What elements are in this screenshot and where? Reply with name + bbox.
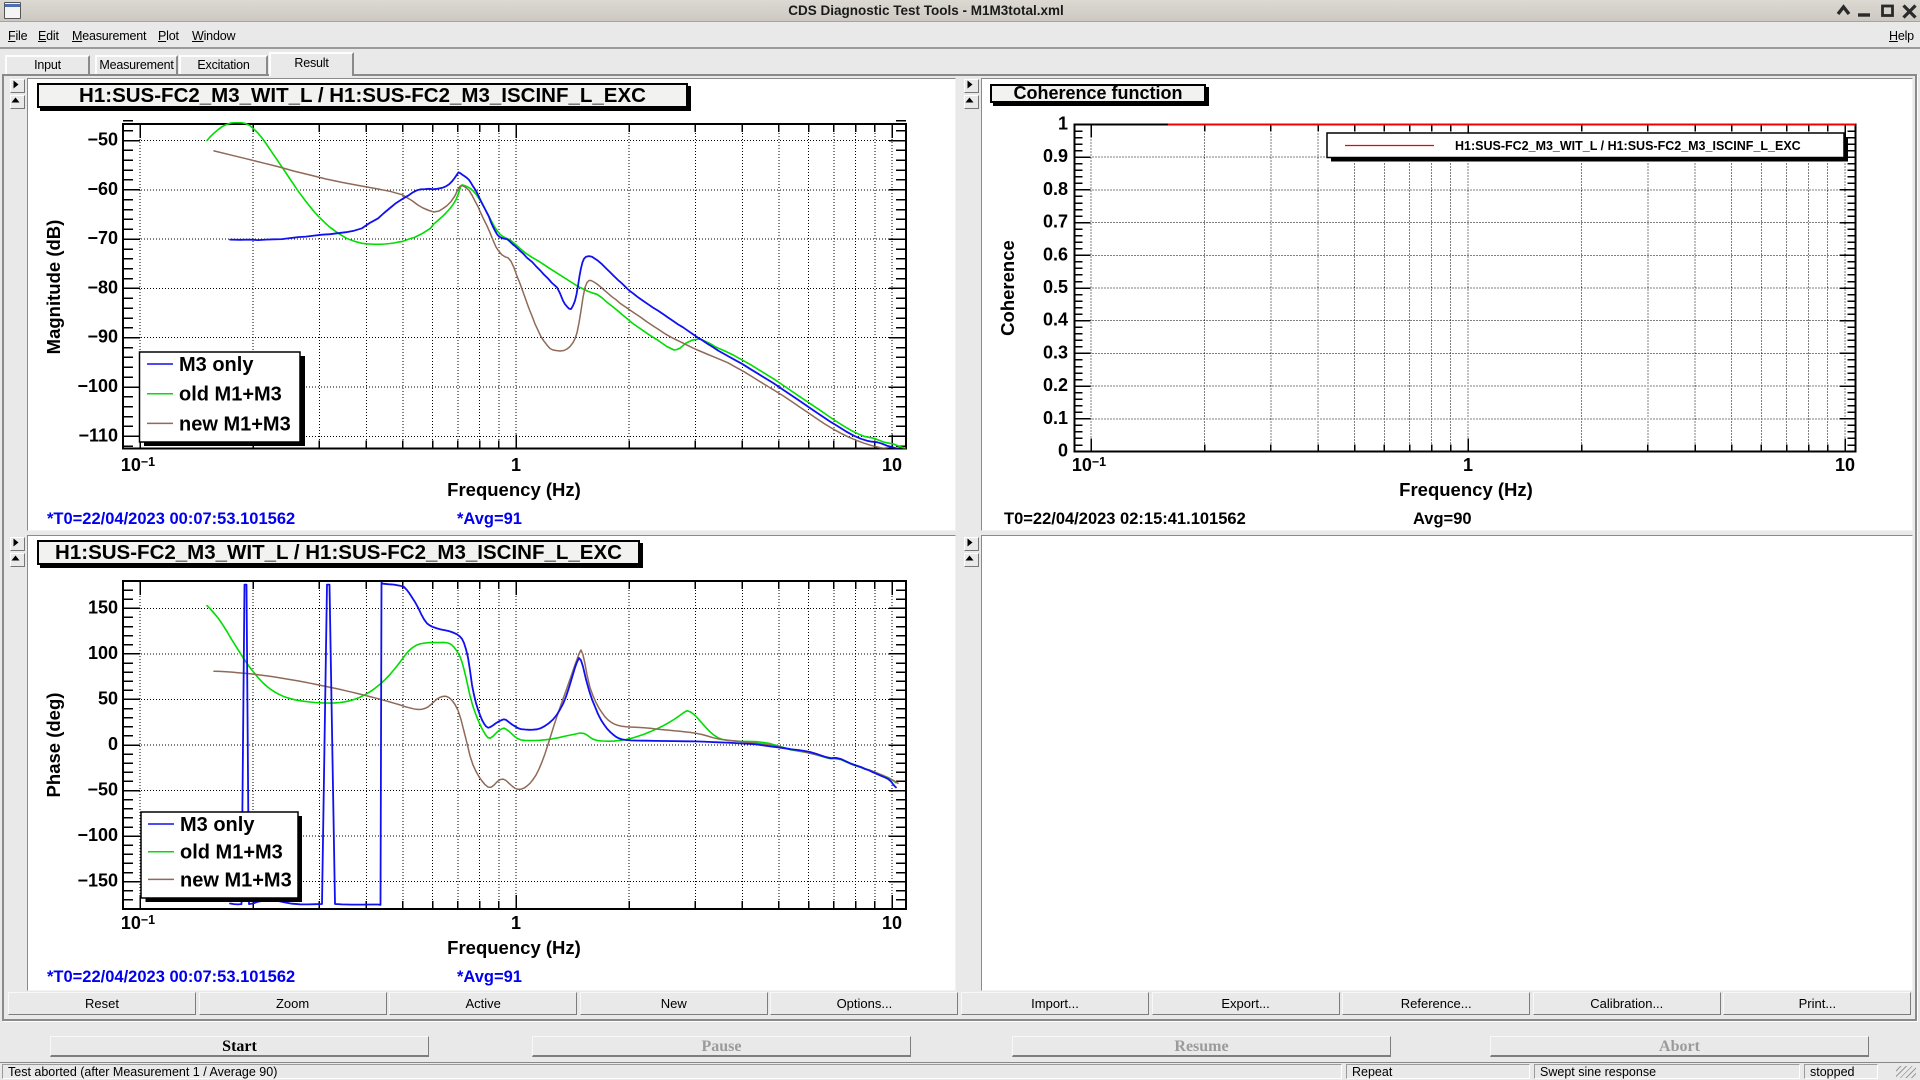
svg-text:−80: −80 [87,277,118,297]
svg-text:100: 100 [88,643,118,663]
svg-text:10: 10 [882,455,902,475]
svg-text:−110: −110 [78,425,118,445]
svg-text:−150: −150 [77,871,118,891]
svg-text:−50: −50 [87,780,118,800]
svg-text:*Avg=91: *Avg=91 [457,968,522,986]
svg-text:H1:SUS-FC2_M3_WIT_L / H1:SUS-F: H1:SUS-FC2_M3_WIT_L / H1:SUS-FC2_M3_ISCI… [1455,139,1801,153]
svg-text:−60: −60 [87,179,118,199]
svg-text:−100: −100 [77,376,118,396]
svg-text:50: 50 [98,688,118,708]
svg-text:1: 1 [511,913,521,933]
svg-text:Phase (deg): Phase (deg) [43,693,64,798]
svg-text:0.7: 0.7 [1043,212,1068,232]
svg-text:−70: −70 [87,228,118,248]
svg-text:1: 1 [1463,455,1473,475]
svg-text:0.9: 0.9 [1043,146,1068,166]
svg-text:0.3: 0.3 [1043,342,1068,362]
svg-text:*T0=22/04/2023 00:07:53.101562: *T0=22/04/2023 00:07:53.101562 [47,510,295,528]
svg-text:1: 1 [511,455,521,475]
svg-text:0.2: 0.2 [1043,375,1068,395]
svg-text:new M1+M3: new M1+M3 [180,869,292,891]
svg-text:−90: −90 [87,327,118,347]
svg-text:*Avg=91: *Avg=91 [457,510,522,528]
svg-text:new M1+M3: new M1+M3 [179,413,291,435]
svg-text:T0=22/04/2023 02:15:41.101562: T0=22/04/2023 02:15:41.101562 [1004,510,1246,528]
svg-text:0.8: 0.8 [1043,179,1068,199]
svg-text:0.6: 0.6 [1043,244,1068,264]
svg-text:0.4: 0.4 [1043,310,1068,330]
svg-text:0: 0 [108,734,118,754]
svg-text:M3 only: M3 only [179,354,254,376]
svg-text:old M1+M3: old M1+M3 [180,842,283,864]
svg-text:Frequency (Hz): Frequency (Hz) [447,479,581,500]
svg-text:M3 only: M3 only [180,814,255,836]
svg-text:*T0=22/04/2023 00:07:53.101562: *T0=22/04/2023 00:07:53.101562 [47,968,295,986]
svg-text:10: 10 [1835,455,1855,475]
svg-text:0.5: 0.5 [1043,277,1068,297]
svg-text:10−1: 10−1 [1072,455,1106,475]
svg-text:Frequency (Hz): Frequency (Hz) [447,937,581,958]
svg-text:0.1: 0.1 [1043,408,1068,428]
svg-text:−50: −50 [87,130,118,150]
svg-text:10: 10 [882,913,902,933]
svg-text:10−1: 10−1 [121,913,155,933]
svg-text:150: 150 [88,597,118,617]
svg-text:10−1: 10−1 [121,455,155,475]
svg-text:old M1+M3: old M1+M3 [179,384,282,406]
svg-text:Magnitude (dB): Magnitude (dB) [43,220,64,355]
svg-text:−100: −100 [77,825,118,845]
svg-text:Frequency (Hz): Frequency (Hz) [1399,479,1533,500]
svg-text:0: 0 [1058,441,1068,461]
svg-text:Avg=90: Avg=90 [1413,510,1472,528]
svg-text:Coherence: Coherence [997,240,1018,336]
svg-text:1: 1 [1058,114,1068,134]
